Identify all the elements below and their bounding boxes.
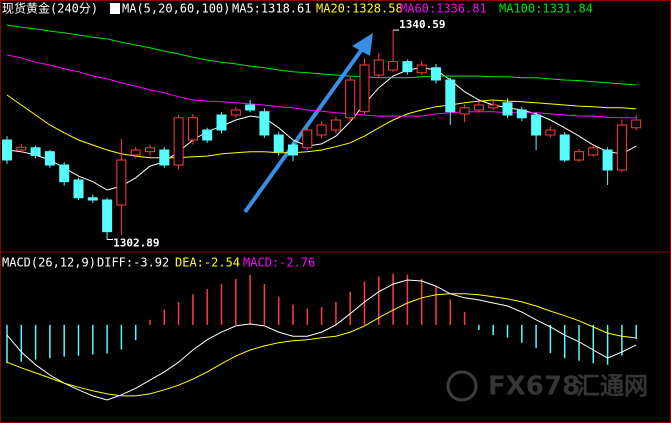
candle-body bbox=[345, 79, 356, 119]
candle-body bbox=[516, 109, 527, 119]
icon bbox=[110, 3, 120, 14]
candle-body bbox=[531, 114, 542, 136]
candle-body bbox=[44, 151, 55, 166]
candle-body bbox=[631, 119, 642, 129]
candle-body bbox=[30, 147, 41, 157]
trend-arrow bbox=[243, 43, 367, 214]
high-label: 1340.59 bbox=[399, 18, 445, 31]
candle-body bbox=[288, 144, 298, 156]
candle-body bbox=[574, 151, 584, 161]
candle-body bbox=[416, 64, 427, 74]
macd-line bbox=[6, 293, 637, 397]
candle-body bbox=[273, 134, 284, 153]
candle-body bbox=[216, 114, 227, 131]
watermark-text: 汇通网 bbox=[576, 372, 648, 400]
candle-body bbox=[116, 159, 127, 206]
watermark-logo bbox=[446, 370, 478, 402]
legend-entry: MA100:1331.84 bbox=[499, 2, 593, 16]
candle-body bbox=[445, 79, 456, 113]
candle-body bbox=[330, 119, 341, 131]
candle-body bbox=[302, 129, 313, 149]
candle-body bbox=[588, 147, 599, 156]
watermark-text: FX678 bbox=[488, 372, 580, 402]
candle-body bbox=[359, 64, 370, 113]
legend-entry: MACD:-2.76 bbox=[243, 256, 315, 270]
candle-body bbox=[259, 111, 270, 136]
candle-body bbox=[187, 117, 198, 141]
legend-entry: MA5:1318.61 bbox=[232, 2, 311, 16]
chart-title: 现货黄金(240分) bbox=[2, 1, 98, 16]
ma-line bbox=[6, 24, 637, 86]
candle-body bbox=[173, 117, 184, 166]
legend-entry: MA20:1328.58 bbox=[316, 2, 403, 16]
ma-line bbox=[6, 94, 637, 159]
trend-arrow-head bbox=[352, 33, 373, 56]
candle-body bbox=[488, 104, 499, 109]
candle-body bbox=[459, 107, 470, 115]
candle-body bbox=[473, 104, 484, 111]
low-label: 1302.89 bbox=[113, 237, 159, 250]
candle-body bbox=[145, 147, 155, 153]
candle-body bbox=[559, 134, 570, 161]
candle-body bbox=[59, 164, 70, 183]
candle-body bbox=[87, 197, 98, 201]
legend-entry: DIFF:-3.92 bbox=[97, 256, 169, 270]
candle-body bbox=[130, 149, 141, 156]
macd-title: MACD(26,12,9) bbox=[2, 256, 96, 270]
candle-body bbox=[373, 59, 384, 76]
candle-body bbox=[2, 139, 12, 161]
candle-body bbox=[159, 149, 170, 166]
candle-body bbox=[73, 179, 84, 199]
candle-body bbox=[502, 102, 513, 116]
candle-body bbox=[402, 61, 413, 73]
subtitle: MA(5,20,60,100) bbox=[122, 2, 230, 16]
candle-body bbox=[545, 129, 556, 136]
candle-body bbox=[102, 199, 113, 233]
legend-entry: MA60:1336.81 bbox=[400, 2, 487, 16]
candle-body bbox=[602, 149, 613, 171]
watermark: FX678 汇通网 bbox=[446, 370, 648, 402]
candle-body bbox=[616, 124, 627, 171]
legend-entry: DEA:-2.54 bbox=[175, 256, 240, 270]
candle-body bbox=[245, 104, 256, 111]
candle-body bbox=[202, 129, 213, 141]
candle-body bbox=[388, 61, 399, 71]
candle-body bbox=[230, 109, 241, 116]
candle-body bbox=[431, 67, 441, 81]
macd-line bbox=[6, 279, 637, 401]
ma-line bbox=[6, 54, 637, 119]
candle-body bbox=[316, 124, 327, 136]
candle-body bbox=[16, 146, 27, 151]
